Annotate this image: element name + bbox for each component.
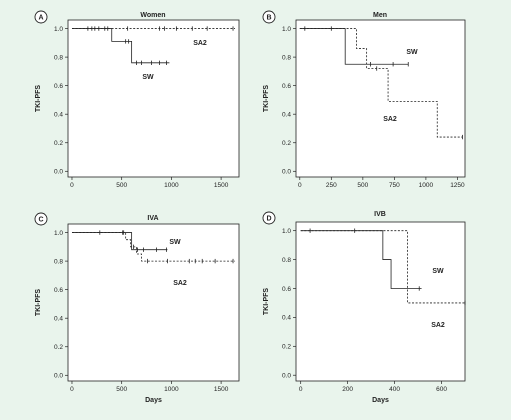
y-tick-label-d-4: 0.8 <box>282 257 291 264</box>
y-tick-label-d-5: 1.0 <box>282 228 291 235</box>
panel-b: B Men 0.0 0.2 0.4 0.6 0.8 1.0 0 250 500 750 1000 1250… <box>262 10 466 189</box>
y-tick-label-b-4: 0.8 <box>282 54 291 61</box>
y-axis-label-c: TKI-PFS <box>35 289 42 317</box>
x-tick-label-c-0: 0 <box>70 386 74 393</box>
plot-area-d <box>295 221 466 382</box>
panel-label-circle-d <box>262 211 276 225</box>
series-label-sa2-b: SA2 <box>383 116 397 123</box>
chart-title-a: Women <box>140 12 165 19</box>
series-label-sw-a: SW <box>142 74 154 81</box>
panel-c: C IVA 0.0 0.2 0.4 0.6 0.8 1.0 0 500 1000 1500 TKI-PF… <box>34 212 240 404</box>
y-tick-label-c-5: 1.0 <box>54 230 63 237</box>
y-tick-label-d-0: 0.0 <box>282 373 291 380</box>
y-tick-label-a-0: 0.0 <box>54 169 63 176</box>
x-tick-label-c-2: 1000 <box>164 386 179 393</box>
plot-area-c <box>67 223 240 382</box>
x-tick-label-b-5: 1250 <box>450 182 465 189</box>
y-tick-label-b-5: 1.0 <box>282 26 291 33</box>
x-tick-label-d-3: 600 <box>436 386 447 393</box>
x-tick-label-a-3: 1500 <box>214 182 229 189</box>
chart-title-c: IVA <box>147 215 158 222</box>
x-tick-label-b-1: 250 <box>326 182 337 189</box>
series-label-sw-c: SW <box>169 239 181 246</box>
y-tick-label-c-1: 0.2 <box>54 344 63 351</box>
y-tick-label-d-1: 0.2 <box>282 344 291 351</box>
x-tick-label-d-1: 200 <box>342 386 353 393</box>
panel-label-d: D <box>266 216 271 223</box>
y-tick-label-b-2: 0.4 <box>282 112 291 119</box>
x-tick-label-a-2: 1000 <box>164 182 179 189</box>
chart-title-d: IVB <box>374 211 386 218</box>
panel-label-circle-c <box>34 212 48 226</box>
y-tick-label-c-0: 0.0 <box>54 373 63 380</box>
series-label-sa2-a: SA2 <box>193 40 207 47</box>
y-axis-label-b: TKI-PFS <box>263 85 270 113</box>
y-tick-label-c-4: 0.8 <box>54 258 63 265</box>
x-axis-label-c: Days <box>145 397 162 404</box>
series-label-sa2-c: SA2 <box>173 280 187 287</box>
x-tick-label-d-2: 400 <box>389 386 400 393</box>
panel-label-a: A <box>38 15 43 22</box>
x-tick-label-a-1: 500 <box>116 182 127 189</box>
y-tick-label-b-3: 0.6 <box>282 83 291 90</box>
x-tick-label-b-0: 0 <box>298 182 302 189</box>
x-tick-label-b-4: 1000 <box>419 182 434 189</box>
y-tick-label-a-5: 1.0 <box>54 26 63 33</box>
y-tick-label-a-4: 0.8 <box>54 54 63 61</box>
chart-title-b: Men <box>373 12 387 19</box>
y-tick-label-c-3: 0.6 <box>54 287 63 294</box>
y-tick-label-a-3: 0.6 <box>54 83 63 90</box>
panel-label-c: C <box>38 217 43 224</box>
series-label-sw-b: SW <box>406 49 418 56</box>
panel-a: A Women 0.0 0.2 0.4 0.6 0.8 1.0 0 500 1000 1500 TKI-… <box>34 10 240 189</box>
y-tick-label-a-1: 0.2 <box>54 140 63 147</box>
series-label-sw-d: SW <box>432 268 444 275</box>
y-axis-label-d: TKI-PFS <box>263 288 270 316</box>
x-tick-label-b-3: 750 <box>389 182 400 189</box>
y-tick-label-d-3: 0.6 <box>282 286 291 293</box>
plot-area-a <box>67 19 240 178</box>
y-tick-label-b-0: 0.0 <box>282 169 291 176</box>
x-tick-label-d-0: 0 <box>299 386 303 393</box>
x-tick-label-c-3: 1500 <box>214 386 229 393</box>
panel-label-circle-b <box>262 10 276 24</box>
x-tick-label-c-1: 500 <box>116 386 127 393</box>
x-axis-label-d: Days <box>372 397 389 404</box>
plot-area-b <box>295 19 466 178</box>
y-tick-label-b-1: 0.2 <box>282 140 291 147</box>
y-tick-label-c-2: 0.4 <box>54 316 63 323</box>
x-tick-label-a-0: 0 <box>70 182 74 189</box>
series-label-sa2-d: SA2 <box>431 322 445 329</box>
y-axis-label-a: TKI-PFS <box>35 85 42 113</box>
panel-d: D IVB 0.0 0.2 0.4 0.6 0.8 1.0 0 200 400 600 TKI-PFS D… <box>262 211 466 404</box>
panel-label-circle-a <box>34 10 48 24</box>
x-tick-label-b-2: 500 <box>357 182 368 189</box>
y-tick-label-d-2: 0.4 <box>282 315 291 322</box>
panel-label-b: B <box>266 15 271 22</box>
y-tick-label-a-2: 0.4 <box>54 112 63 119</box>
series-sa2-line-b <box>299 28 463 138</box>
